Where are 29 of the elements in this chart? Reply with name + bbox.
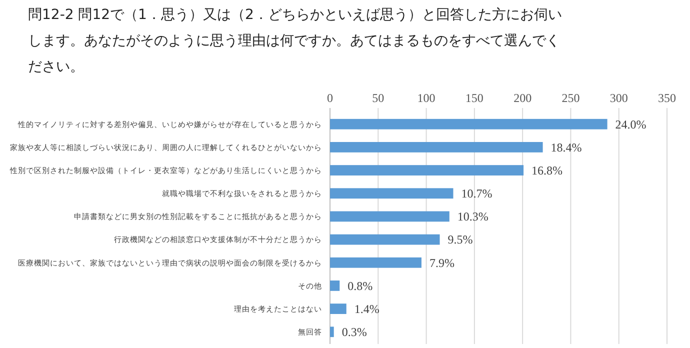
annotation: 7.9%: [429, 256, 454, 270]
bar: [330, 304, 346, 314]
annotation: 9.5%: [448, 232, 473, 247]
x-tick-label: 0: [327, 91, 333, 105]
bar: [330, 326, 334, 338]
bar: [330, 234, 440, 245]
bar: [330, 257, 422, 268]
annotation: 16.8%: [532, 163, 563, 178]
x-tick-label: 200: [514, 91, 532, 105]
annotation: 0.3%: [342, 325, 367, 340]
bar: [330, 188, 454, 199]
bar: [330, 142, 543, 152]
chart-title: 問12-2 問12で（1．思う）又は（2．どちらかといえば思う）と回答した方にお伺いします。あなたがそのように思う理由は何ですか。あてはまるものをすべて選んでください。: [28, 7, 562, 75]
x-tick-label: 250: [562, 91, 580, 105]
x-tick-label: 50: [372, 91, 384, 105]
bar: [330, 165, 524, 176]
annotation: 10.7%: [461, 186, 492, 201]
x-tick-label: 150: [465, 91, 484, 105]
annotation: 24.0%: [615, 117, 646, 132]
x-tick-label: 350: [658, 91, 676, 105]
x-tick-label: 100: [417, 91, 436, 105]
annotation: 10.3%: [457, 210, 488, 224]
bar: [330, 118, 608, 130]
bar: [330, 280, 340, 291]
annotation: 18.4%: [550, 140, 582, 154]
bar: [330, 211, 450, 222]
x-tick-label: 300: [610, 91, 628, 105]
annotation: 1.4%: [354, 302, 380, 316]
annotation: 0.8%: [348, 278, 373, 293]
